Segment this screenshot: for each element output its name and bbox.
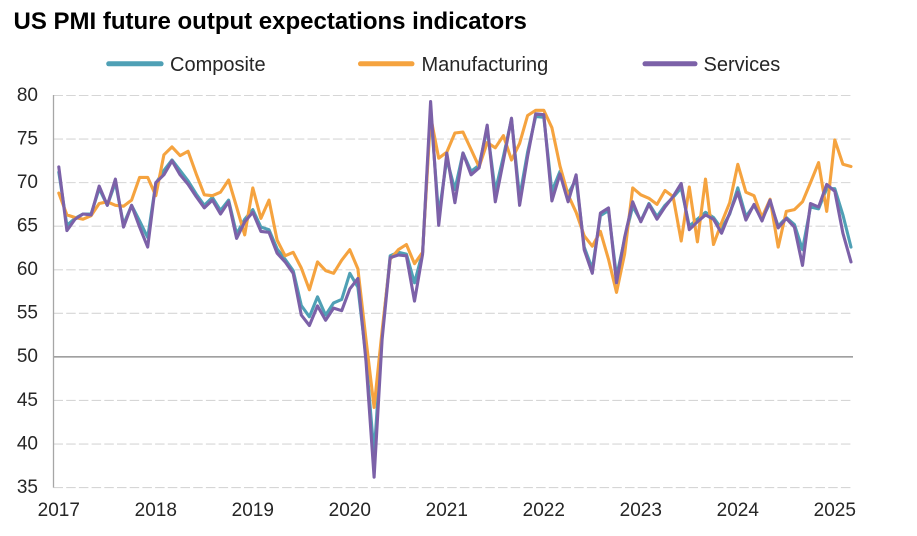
svg-text:80: 80 [17,85,38,106]
svg-text:2024: 2024 [717,500,760,521]
svg-text:75: 75 [17,128,38,149]
svg-text:2017: 2017 [38,500,80,521]
svg-text:Services: Services [704,54,781,76]
svg-text:Manufacturing: Manufacturing [422,54,549,76]
svg-text:2023: 2023 [620,500,662,521]
svg-text:2020: 2020 [329,500,371,521]
svg-text:45: 45 [17,390,38,411]
svg-text:2019: 2019 [232,500,274,521]
svg-text:50: 50 [17,346,38,367]
svg-text:2018: 2018 [135,500,177,521]
svg-text:2025: 2025 [814,500,856,521]
svg-text:55: 55 [17,303,38,324]
svg-text:65: 65 [17,216,38,237]
svg-text:40: 40 [17,433,38,454]
svg-text:Composite: Composite [170,54,266,76]
svg-text:70: 70 [17,172,38,193]
svg-text:60: 60 [17,259,38,280]
svg-text:35: 35 [17,477,38,498]
svg-text:US PMI future output expectati: US PMI future output expectations indica… [14,8,527,35]
svg-text:2022: 2022 [523,500,565,521]
svg-text:2021: 2021 [426,500,468,521]
